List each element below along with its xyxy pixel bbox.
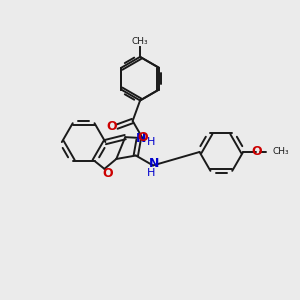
Text: O: O — [102, 167, 113, 180]
Text: H: H — [147, 168, 155, 178]
Text: N: N — [136, 132, 147, 145]
Text: O: O — [252, 146, 262, 158]
Text: CH₃: CH₃ — [273, 148, 290, 157]
Text: H: H — [147, 137, 156, 147]
Text: N: N — [149, 157, 159, 170]
Text: O: O — [137, 131, 148, 144]
Text: CH₃: CH₃ — [132, 37, 148, 46]
Text: O: O — [106, 120, 117, 133]
